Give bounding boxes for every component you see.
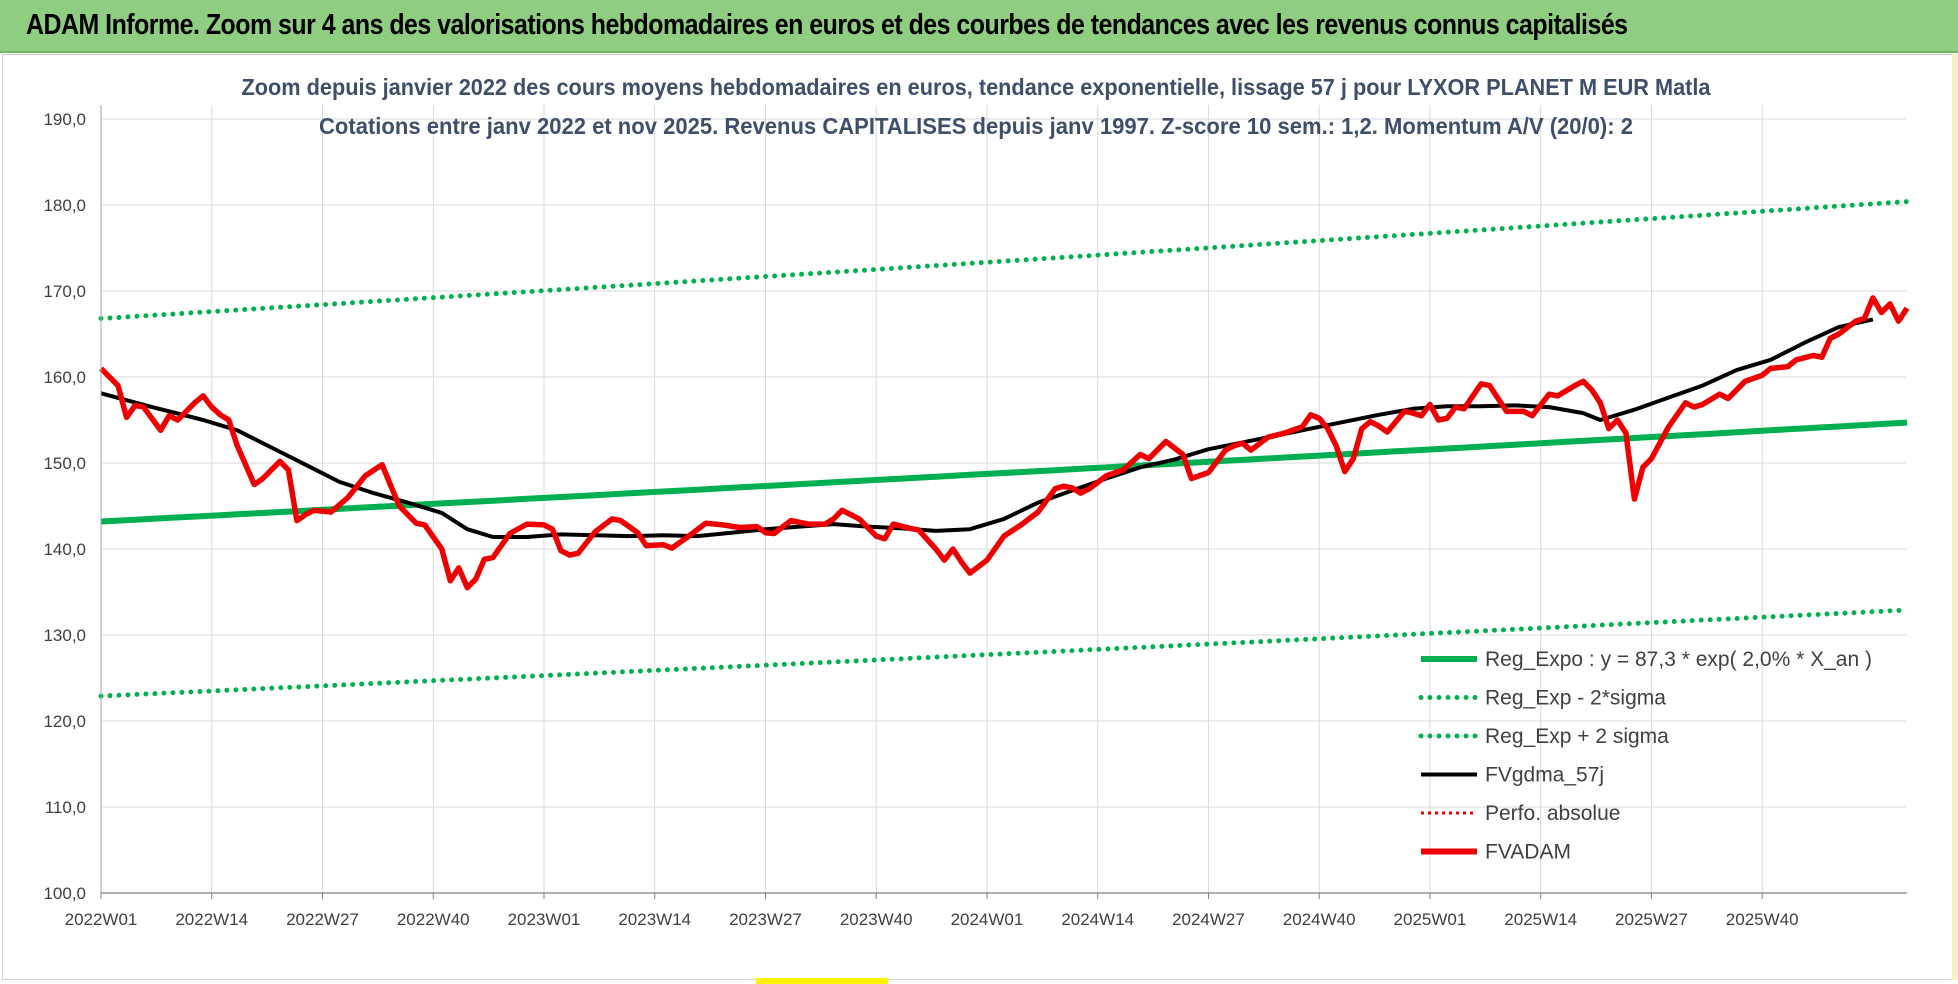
x-tick-label: 2022W14 bbox=[175, 910, 248, 929]
report-banner: ADAM Informe. Zoom sur 4 ans des valoris… bbox=[0, 0, 1958, 53]
bottom-edge-accent bbox=[756, 978, 888, 984]
y-tick-label: 140,0 bbox=[43, 540, 86, 559]
x-tick-label: 2025W27 bbox=[1615, 910, 1688, 929]
x-tick-label: 2024W27 bbox=[1172, 910, 1245, 929]
x-tick-label: 2025W14 bbox=[1504, 910, 1577, 929]
grid-layer bbox=[100, 105, 1907, 894]
y-tick-label: 190,0 bbox=[43, 110, 86, 129]
x-tick-label: 2022W40 bbox=[397, 910, 470, 929]
legend-label: Reg_Expo : y = 87,3 * exp( 2,0% * X_an ) bbox=[1485, 648, 1872, 671]
series-fvgdma-57j bbox=[100, 317, 1874, 539]
x-tick-label: 2023W01 bbox=[508, 910, 581, 929]
y-tick-label: 170,0 bbox=[43, 282, 86, 301]
series-fvadam bbox=[99, 295, 1910, 591]
y-tick-label: 120,0 bbox=[43, 712, 86, 731]
x-tick-label: 2023W40 bbox=[840, 910, 913, 929]
x-tick-label: 2025W01 bbox=[1394, 910, 1467, 929]
x-tick-label: 2022W01 bbox=[65, 910, 138, 929]
x-tick-label: 2023W14 bbox=[618, 910, 691, 929]
chart-frame: 100,0 110,0 120,0 130,0 140,0 150,0 160,0 170,0… bbox=[2, 54, 1954, 980]
banner-title: ADAM Informe. Zoom sur 4 ans des valoris… bbox=[26, 9, 1628, 41]
legend-label: FVADAM bbox=[1485, 841, 1571, 864]
y-tick-label: 110,0 bbox=[45, 798, 86, 817]
x-tick-label: 2024W01 bbox=[951, 910, 1024, 929]
legend-label: Reg_Exp - 2*sigma bbox=[1485, 687, 1666, 710]
x-tick-label: 2024W40 bbox=[1283, 910, 1356, 929]
y-tick-label: 160,0 bbox=[43, 368, 86, 387]
x-tick-label: 2025W40 bbox=[1726, 910, 1799, 929]
y-tick-label: 130,0 bbox=[43, 626, 86, 645]
legend-label: Reg_Exp + 2 sigma bbox=[1485, 725, 1669, 748]
series-layer bbox=[98, 199, 1910, 699]
price-trend-chart: 100,0 110,0 120,0 130,0 140,0 150,0 160,0 170,0… bbox=[43, 74, 1910, 929]
x-tick-label: 2022W27 bbox=[286, 910, 359, 929]
axis-layer: 100,0 110,0 120,0 130,0 140,0 150,0 160,0 170,0… bbox=[43, 105, 1907, 929]
legend-label: FVgdma_57j bbox=[1485, 764, 1604, 787]
chart-title-line-2: Cotations entre janv 2022 et nov 2025. R… bbox=[319, 113, 1633, 139]
legend-label: Perfo. absolue bbox=[1485, 802, 1620, 825]
chart-legend: Reg_Expo : y = 87,3 * exp( 2,0% * X_an )… bbox=[1418, 648, 1872, 864]
y-tick-label: 100,0 bbox=[43, 884, 86, 903]
x-tick-label: 2023W27 bbox=[729, 910, 802, 929]
right-edge-accent bbox=[1952, 54, 1958, 980]
chart-title-line-1: Zoom depuis janvier 2022 des cours moyen… bbox=[242, 74, 1711, 100]
x-tick-label: 2024W14 bbox=[1061, 910, 1134, 929]
series-reg-exp-plus-2-sigma bbox=[98, 199, 1910, 321]
y-tick-label: 150,0 bbox=[43, 454, 86, 473]
y-tick-label: 180,0 bbox=[43, 196, 86, 215]
